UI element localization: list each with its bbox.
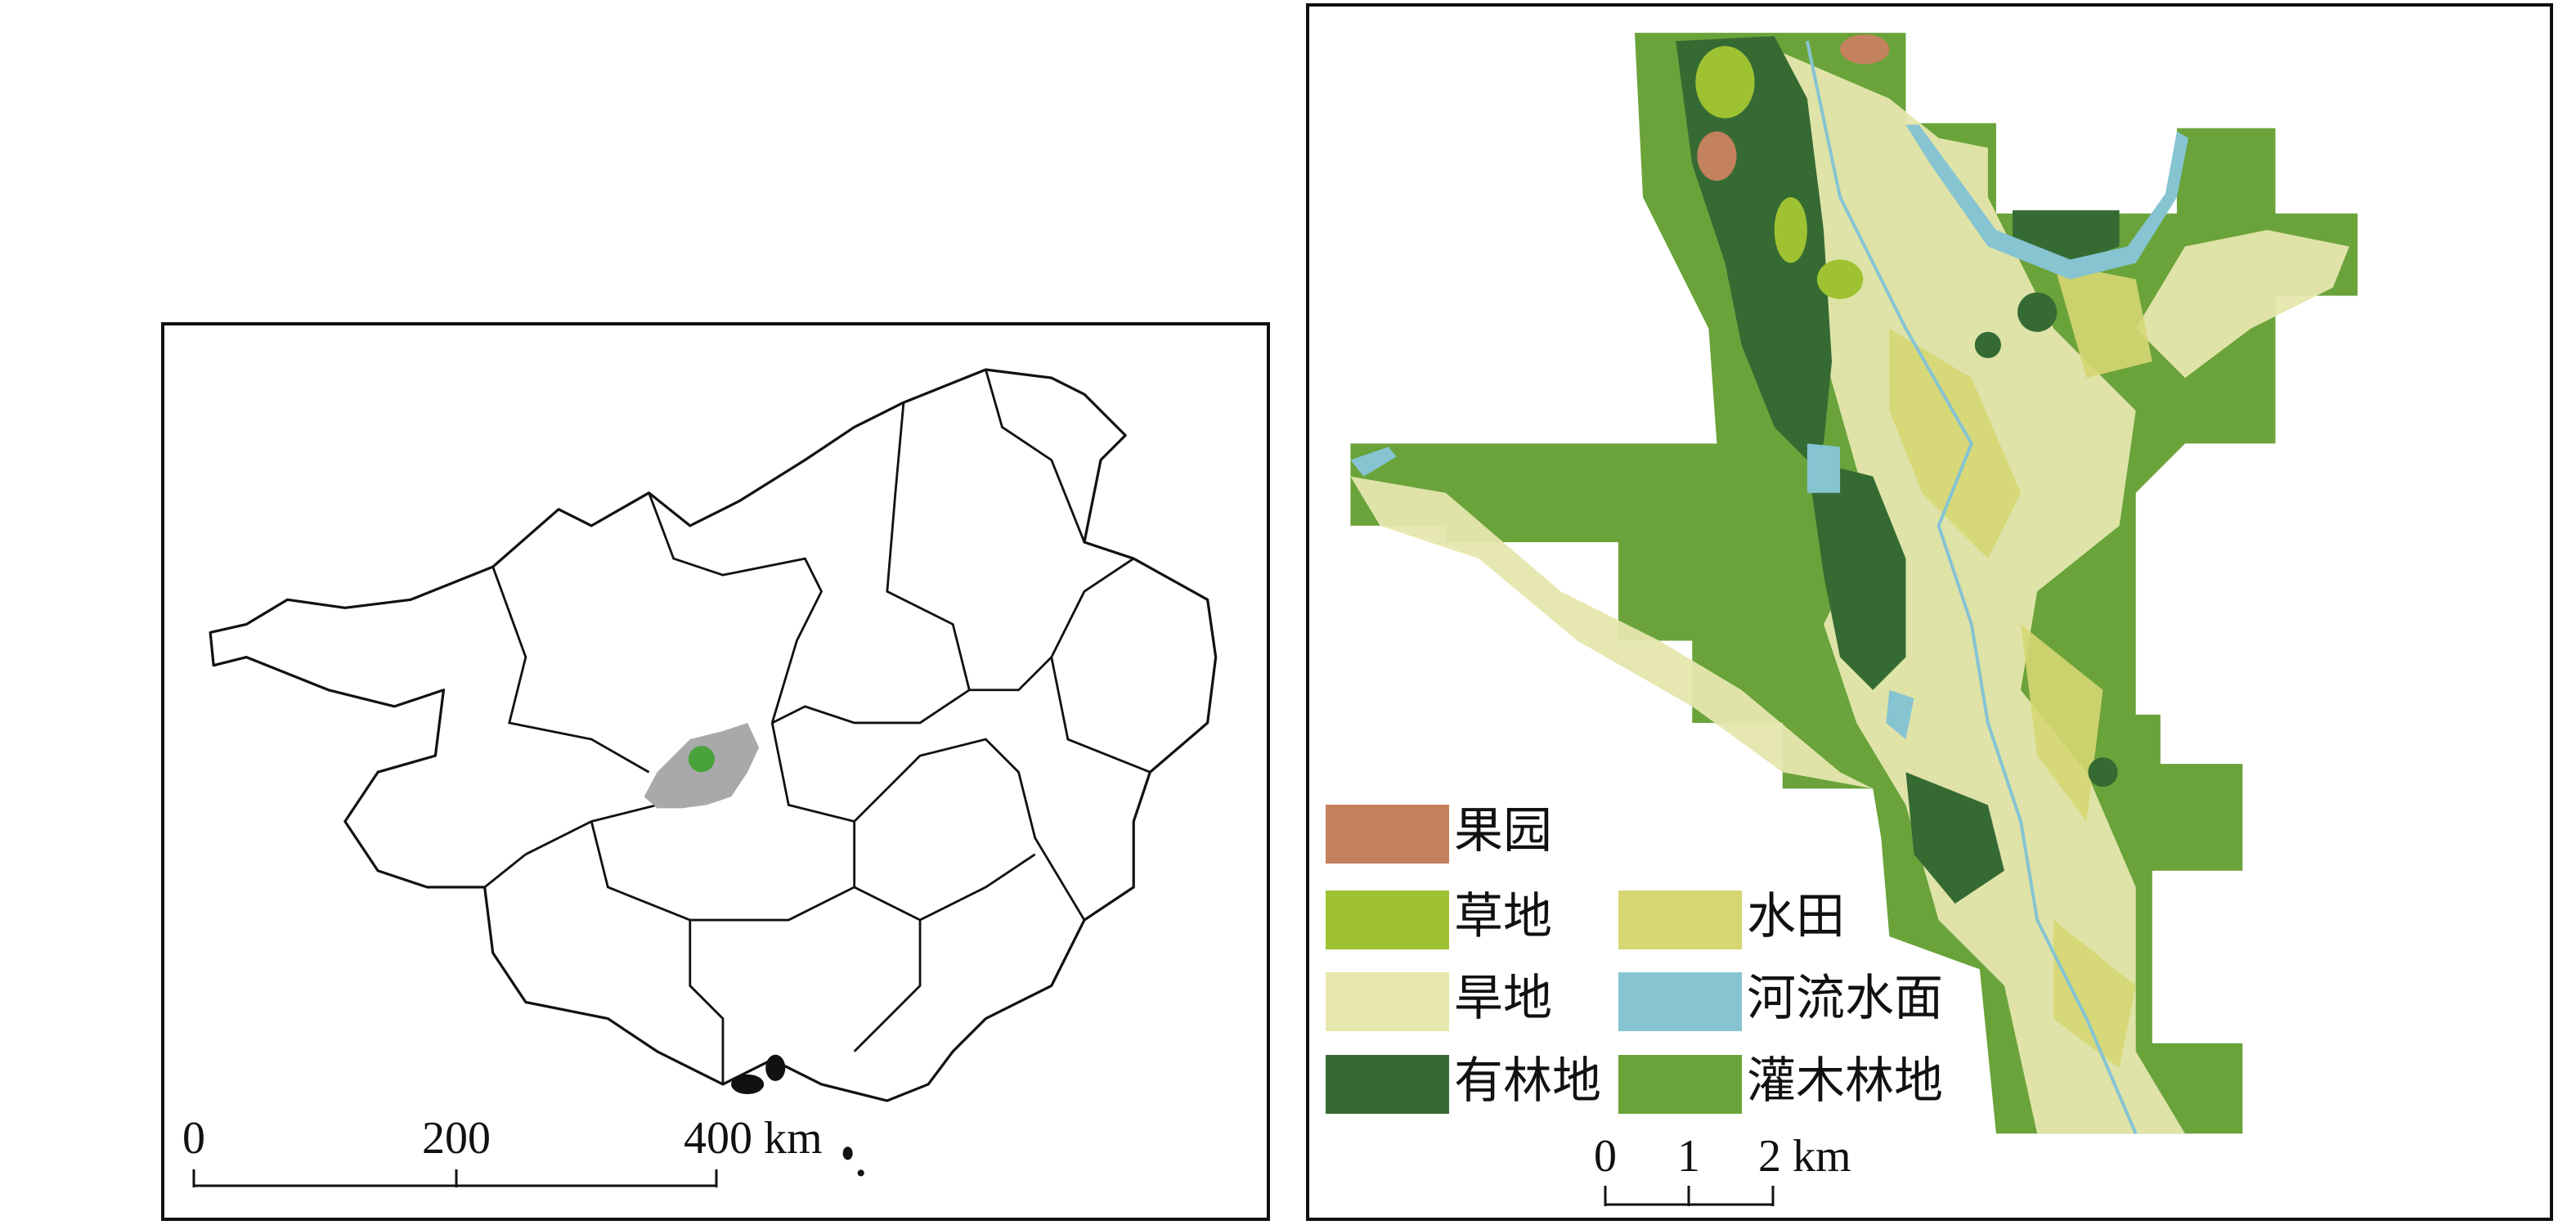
left-scale-bar: 0 200 400 km bbox=[182, 1113, 823, 1187]
scale-label: 200 bbox=[422, 1113, 491, 1164]
scale-label: 0 bbox=[182, 1113, 205, 1164]
legend-swatch bbox=[1618, 1055, 1742, 1114]
legend-label: 水田 bbox=[1747, 890, 1845, 944]
scale-label: 400 km bbox=[684, 1113, 823, 1164]
legend-label: 有林地 bbox=[1454, 1054, 1601, 1108]
legend-label: 草地 bbox=[1454, 890, 1552, 944]
legend-swatch bbox=[1618, 891, 1742, 949]
legend-swatch bbox=[1326, 972, 1449, 1031]
scale-label: 0 bbox=[1594, 1131, 1617, 1182]
legend-label: 灌木林地 bbox=[1747, 1054, 1943, 1108]
land-use-map bbox=[1350, 33, 2358, 1135]
legend-swatch bbox=[1326, 805, 1449, 864]
legend-label: 河流水面 bbox=[1747, 971, 1943, 1025]
legend-swatch bbox=[1326, 1055, 1449, 1114]
legend-label: 果园 bbox=[1454, 804, 1552, 858]
guangxi-map bbox=[209, 368, 1218, 1177]
scale-label: 1 bbox=[1677, 1131, 1700, 1182]
right-scale-bar: 0 1 2 km bbox=[1594, 1131, 1851, 1206]
scale-label: 2 km bbox=[1758, 1131, 1851, 1182]
legend-swatch bbox=[1326, 891, 1449, 949]
legend-swatch bbox=[1618, 972, 1742, 1031]
legend-label: 旱地 bbox=[1454, 971, 1552, 1025]
